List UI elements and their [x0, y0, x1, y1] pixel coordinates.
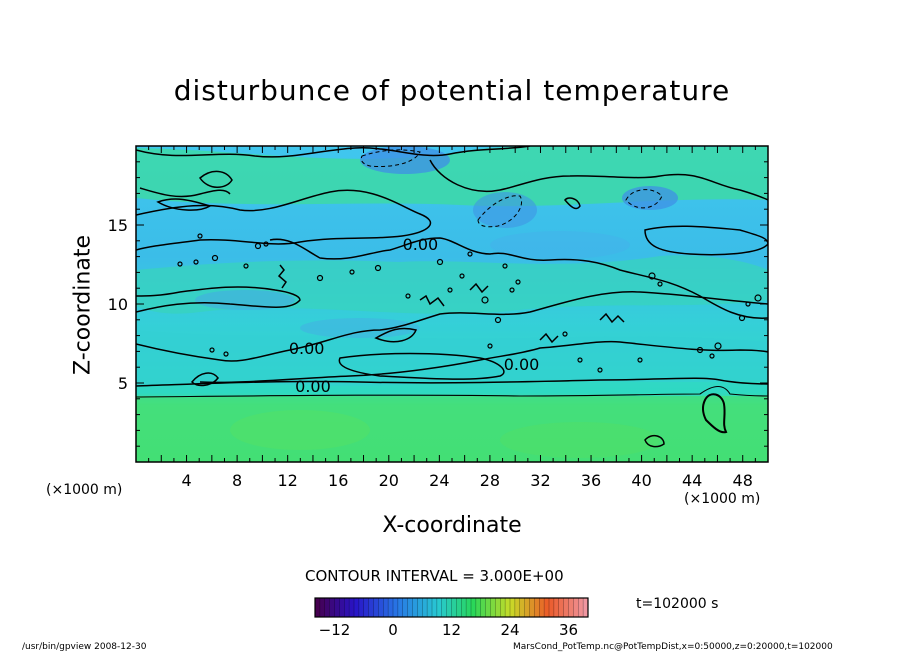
- colorbar-tick-label: 36: [559, 621, 578, 639]
- colorbar-tick-label: −12: [319, 621, 351, 639]
- colorbar-cell: [349, 598, 355, 617]
- colorbar-cell: [461, 598, 467, 617]
- colorbar-cell: [475, 598, 482, 617]
- contour-value-label: 0.00: [403, 235, 439, 254]
- y-tick-label: 10: [108, 295, 128, 314]
- chart-title: disturbunce of potential temperature: [173, 74, 731, 107]
- colorbar-cell: [529, 598, 535, 617]
- colorbar-cell: [510, 598, 516, 617]
- contour-islands: [177, 233, 762, 373]
- colorbar-cell: [558, 598, 564, 617]
- x-tick-label: 36: [581, 471, 601, 490]
- colorbar-cell: [344, 598, 350, 617]
- colorbar-cell: [578, 598, 584, 617]
- contour-interval-text: CONTOUR INTERVAL = 3.000E+00: [305, 567, 564, 585]
- colorbar-tick-label: 0: [388, 621, 398, 639]
- colorbar-cell: [583, 598, 589, 617]
- colorbar-tick-label: 12: [442, 621, 461, 639]
- x-tick-label: 4: [181, 471, 191, 490]
- contour-value-label: 0.00: [295, 377, 331, 396]
- colorbar-cell: [334, 598, 340, 617]
- colorbar-cell: [451, 598, 457, 617]
- footer-left: /usr/bin/gpview 2008-12-30: [22, 642, 147, 652]
- colorbar-cell: [407, 598, 413, 617]
- x-unit-right: (×1000 m): [684, 491, 761, 507]
- dashed-contours: [360, 149, 663, 228]
- colorbar-cell: [388, 598, 394, 617]
- time-label: t=102000 s: [636, 596, 719, 612]
- y-tick-label: 5: [118, 374, 128, 393]
- colorbar-cell: [354, 598, 360, 617]
- contour-value-label: 0.00: [289, 339, 325, 358]
- x-axis-label: X-coordinate: [382, 513, 522, 538]
- colorbar-cell: [427, 598, 433, 617]
- colorbar-cell: [436, 598, 443, 617]
- contour-value-label: 0.00: [504, 355, 540, 374]
- colorbar-cell: [441, 598, 447, 617]
- colorbar-cell: [432, 598, 438, 617]
- x-tick-label: 12: [278, 471, 298, 490]
- colorbar-cell: [573, 598, 579, 617]
- colorbar-cell: [500, 598, 506, 617]
- colorbar-cell: [397, 598, 404, 617]
- x-tick-label: 40: [631, 471, 651, 490]
- colorbar-cell: [446, 598, 452, 617]
- colorbar-cell: [402, 598, 408, 617]
- contour-labels: 0.00 0.00 0.00 0.00: [289, 235, 540, 396]
- colorbar: −12 0 12 24 36: [314, 597, 589, 639]
- colorbar-cell: [514, 598, 521, 617]
- colorbar-cell: [412, 598, 418, 617]
- colorbar-cell: [524, 598, 530, 617]
- colorbar-cell: [373, 598, 379, 617]
- colorbar-cell: [315, 598, 321, 617]
- footer-right: MarsCond_PotTemp.nc@PotTempDist,x=0:5000…: [513, 642, 833, 652]
- x-tick-label: 28: [480, 471, 500, 490]
- colorbar-cell: [368, 598, 374, 617]
- colorbar-cell: [553, 598, 560, 617]
- colorbar-cell: [471, 598, 477, 617]
- x-unit-left: (×1000 m): [46, 482, 123, 498]
- colorbar-cell: [324, 598, 330, 617]
- colorbar-cell: [378, 598, 384, 617]
- colorbar-tick-label: 24: [500, 621, 519, 639]
- x-tick-label: 20: [379, 471, 399, 490]
- colorbar-cell: [358, 598, 365, 617]
- colorbar-cell: [505, 598, 511, 617]
- colorbar-cell: [544, 598, 550, 617]
- colorbar-cell: [534, 598, 540, 617]
- colorbar-cell: [363, 598, 369, 617]
- x-tick-label: 16: [328, 471, 348, 490]
- colorbar-cell: [329, 598, 335, 617]
- colorbar-cell: [383, 598, 389, 617]
- y-tick-label: 15: [108, 216, 128, 235]
- colorbar-cell: [422, 598, 428, 617]
- colorbar-cell: [539, 598, 545, 617]
- x-tick-label: 32: [530, 471, 550, 490]
- colorbar-cell: [519, 598, 525, 617]
- colorbar-cell: [319, 598, 326, 617]
- colorbar-cell: [485, 598, 491, 617]
- colorbar-cell: [495, 598, 501, 617]
- colorbar-cell: [480, 598, 486, 617]
- y-axis-label: Z-coordinate: [70, 235, 96, 375]
- x-tick-label: 48: [733, 471, 753, 490]
- x-tick-label: 8: [232, 471, 242, 490]
- colorbar-cell: [339, 598, 345, 617]
- colorbar-cell: [393, 598, 399, 617]
- colorbar-cell: [417, 598, 423, 617]
- colorbar-cell: [563, 598, 569, 617]
- colorbar-cell: [568, 598, 574, 617]
- colorbar-cell: [490, 598, 496, 617]
- colorbar-cell: [456, 598, 462, 617]
- contour-lines: [136, 146, 768, 448]
- x-tick-label: 44: [682, 471, 702, 490]
- colorbar-cell: [466, 598, 472, 617]
- colorbar-cell: [549, 598, 555, 617]
- field-shading: [136, 146, 768, 462]
- x-tick-label: 24: [429, 471, 449, 490]
